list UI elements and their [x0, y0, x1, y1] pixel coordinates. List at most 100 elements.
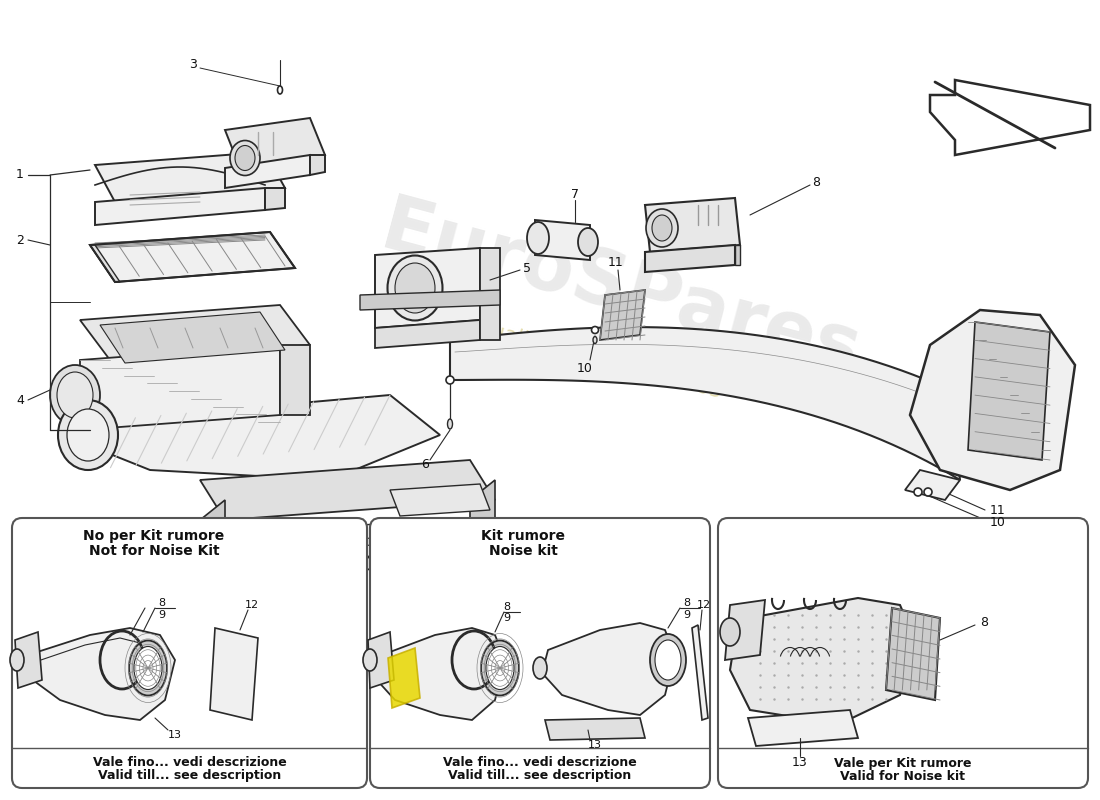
Ellipse shape [129, 641, 167, 695]
Text: 2: 2 [16, 234, 24, 246]
FancyBboxPatch shape [370, 518, 710, 788]
Ellipse shape [481, 641, 519, 695]
Polygon shape [390, 484, 490, 516]
Polygon shape [735, 245, 740, 265]
Text: 13: 13 [792, 755, 807, 769]
Text: 12: 12 [245, 600, 260, 610]
Polygon shape [280, 345, 310, 415]
Text: 8: 8 [980, 615, 988, 629]
FancyBboxPatch shape [12, 518, 367, 788]
Ellipse shape [58, 400, 118, 470]
Text: Vale fino... vedi descrizione: Vale fino... vedi descrizione [443, 757, 637, 770]
Text: 9: 9 [504, 613, 510, 623]
Ellipse shape [534, 657, 547, 679]
Polygon shape [90, 232, 295, 282]
Text: Valid till... see description: Valid till... see description [98, 770, 282, 782]
Text: Valid till... see description: Valid till... see description [449, 770, 631, 782]
Text: Not for Noise Kit: Not for Noise Kit [89, 544, 219, 558]
Polygon shape [368, 632, 394, 688]
Ellipse shape [720, 618, 740, 646]
Ellipse shape [654, 640, 681, 680]
Ellipse shape [646, 209, 678, 247]
Text: Kit rumore: Kit rumore [481, 529, 565, 543]
Text: 11: 11 [990, 503, 1005, 517]
Text: 9: 9 [683, 610, 691, 620]
Polygon shape [450, 327, 960, 480]
Ellipse shape [578, 228, 598, 256]
Ellipse shape [448, 419, 452, 429]
Text: 3: 3 [189, 58, 197, 71]
Polygon shape [310, 155, 324, 175]
Polygon shape [388, 648, 420, 708]
Text: 5: 5 [522, 262, 531, 274]
Polygon shape [90, 245, 120, 282]
Text: 13: 13 [168, 730, 182, 740]
Ellipse shape [395, 263, 434, 313]
Polygon shape [265, 188, 285, 210]
Polygon shape [15, 632, 42, 688]
Ellipse shape [10, 649, 24, 671]
Polygon shape [725, 600, 764, 660]
Polygon shape [930, 80, 1090, 155]
Text: 8: 8 [683, 598, 691, 608]
Text: 10: 10 [990, 515, 1005, 529]
Polygon shape [375, 248, 480, 328]
Text: 8: 8 [812, 175, 820, 189]
Polygon shape [730, 598, 915, 720]
Ellipse shape [277, 86, 283, 94]
Ellipse shape [446, 376, 454, 384]
Polygon shape [28, 628, 175, 720]
Ellipse shape [650, 634, 686, 686]
Polygon shape [80, 345, 280, 430]
Polygon shape [645, 245, 735, 272]
Polygon shape [200, 550, 495, 580]
Polygon shape [886, 608, 940, 700]
Text: 11: 11 [608, 257, 624, 270]
Polygon shape [910, 310, 1075, 490]
Polygon shape [95, 188, 265, 225]
Ellipse shape [593, 337, 597, 343]
Polygon shape [95, 152, 285, 202]
Polygon shape [748, 710, 858, 746]
Ellipse shape [57, 372, 94, 418]
Polygon shape [470, 480, 495, 550]
Text: 13: 13 [588, 740, 602, 750]
Polygon shape [375, 628, 505, 720]
Polygon shape [480, 248, 501, 340]
Polygon shape [210, 628, 258, 720]
Polygon shape [544, 718, 645, 740]
Polygon shape [200, 460, 495, 520]
Ellipse shape [592, 326, 598, 334]
Ellipse shape [652, 215, 672, 241]
Text: No per Kit rumore: No per Kit rumore [84, 529, 224, 543]
Polygon shape [535, 220, 590, 260]
Text: 9: 9 [158, 610, 166, 620]
Polygon shape [905, 470, 960, 500]
Ellipse shape [527, 222, 549, 254]
Polygon shape [692, 625, 708, 720]
Ellipse shape [230, 141, 260, 175]
Text: 6: 6 [421, 458, 429, 471]
Ellipse shape [387, 255, 442, 321]
Polygon shape [80, 305, 310, 360]
Text: 7: 7 [571, 189, 579, 202]
Text: 4: 4 [16, 394, 24, 406]
Polygon shape [542, 623, 675, 715]
Text: quality parts since 1985: quality parts since 1985 [475, 318, 725, 402]
Text: Noise kit: Noise kit [488, 544, 558, 558]
Polygon shape [645, 198, 740, 252]
Text: Vale per Kit rumore: Vale per Kit rumore [834, 757, 971, 770]
Text: 12: 12 [697, 600, 711, 610]
Text: Vale fino... vedi descrizione: Vale fino... vedi descrizione [92, 757, 286, 770]
Text: Valid for Noise kit: Valid for Noise kit [840, 770, 966, 782]
Polygon shape [210, 535, 446, 552]
Polygon shape [100, 312, 285, 363]
Polygon shape [75, 395, 440, 480]
Polygon shape [360, 290, 500, 310]
Ellipse shape [67, 409, 109, 461]
Polygon shape [600, 290, 645, 340]
FancyBboxPatch shape [718, 518, 1088, 788]
Ellipse shape [914, 488, 922, 496]
Ellipse shape [134, 646, 162, 690]
Text: 8: 8 [504, 602, 510, 612]
